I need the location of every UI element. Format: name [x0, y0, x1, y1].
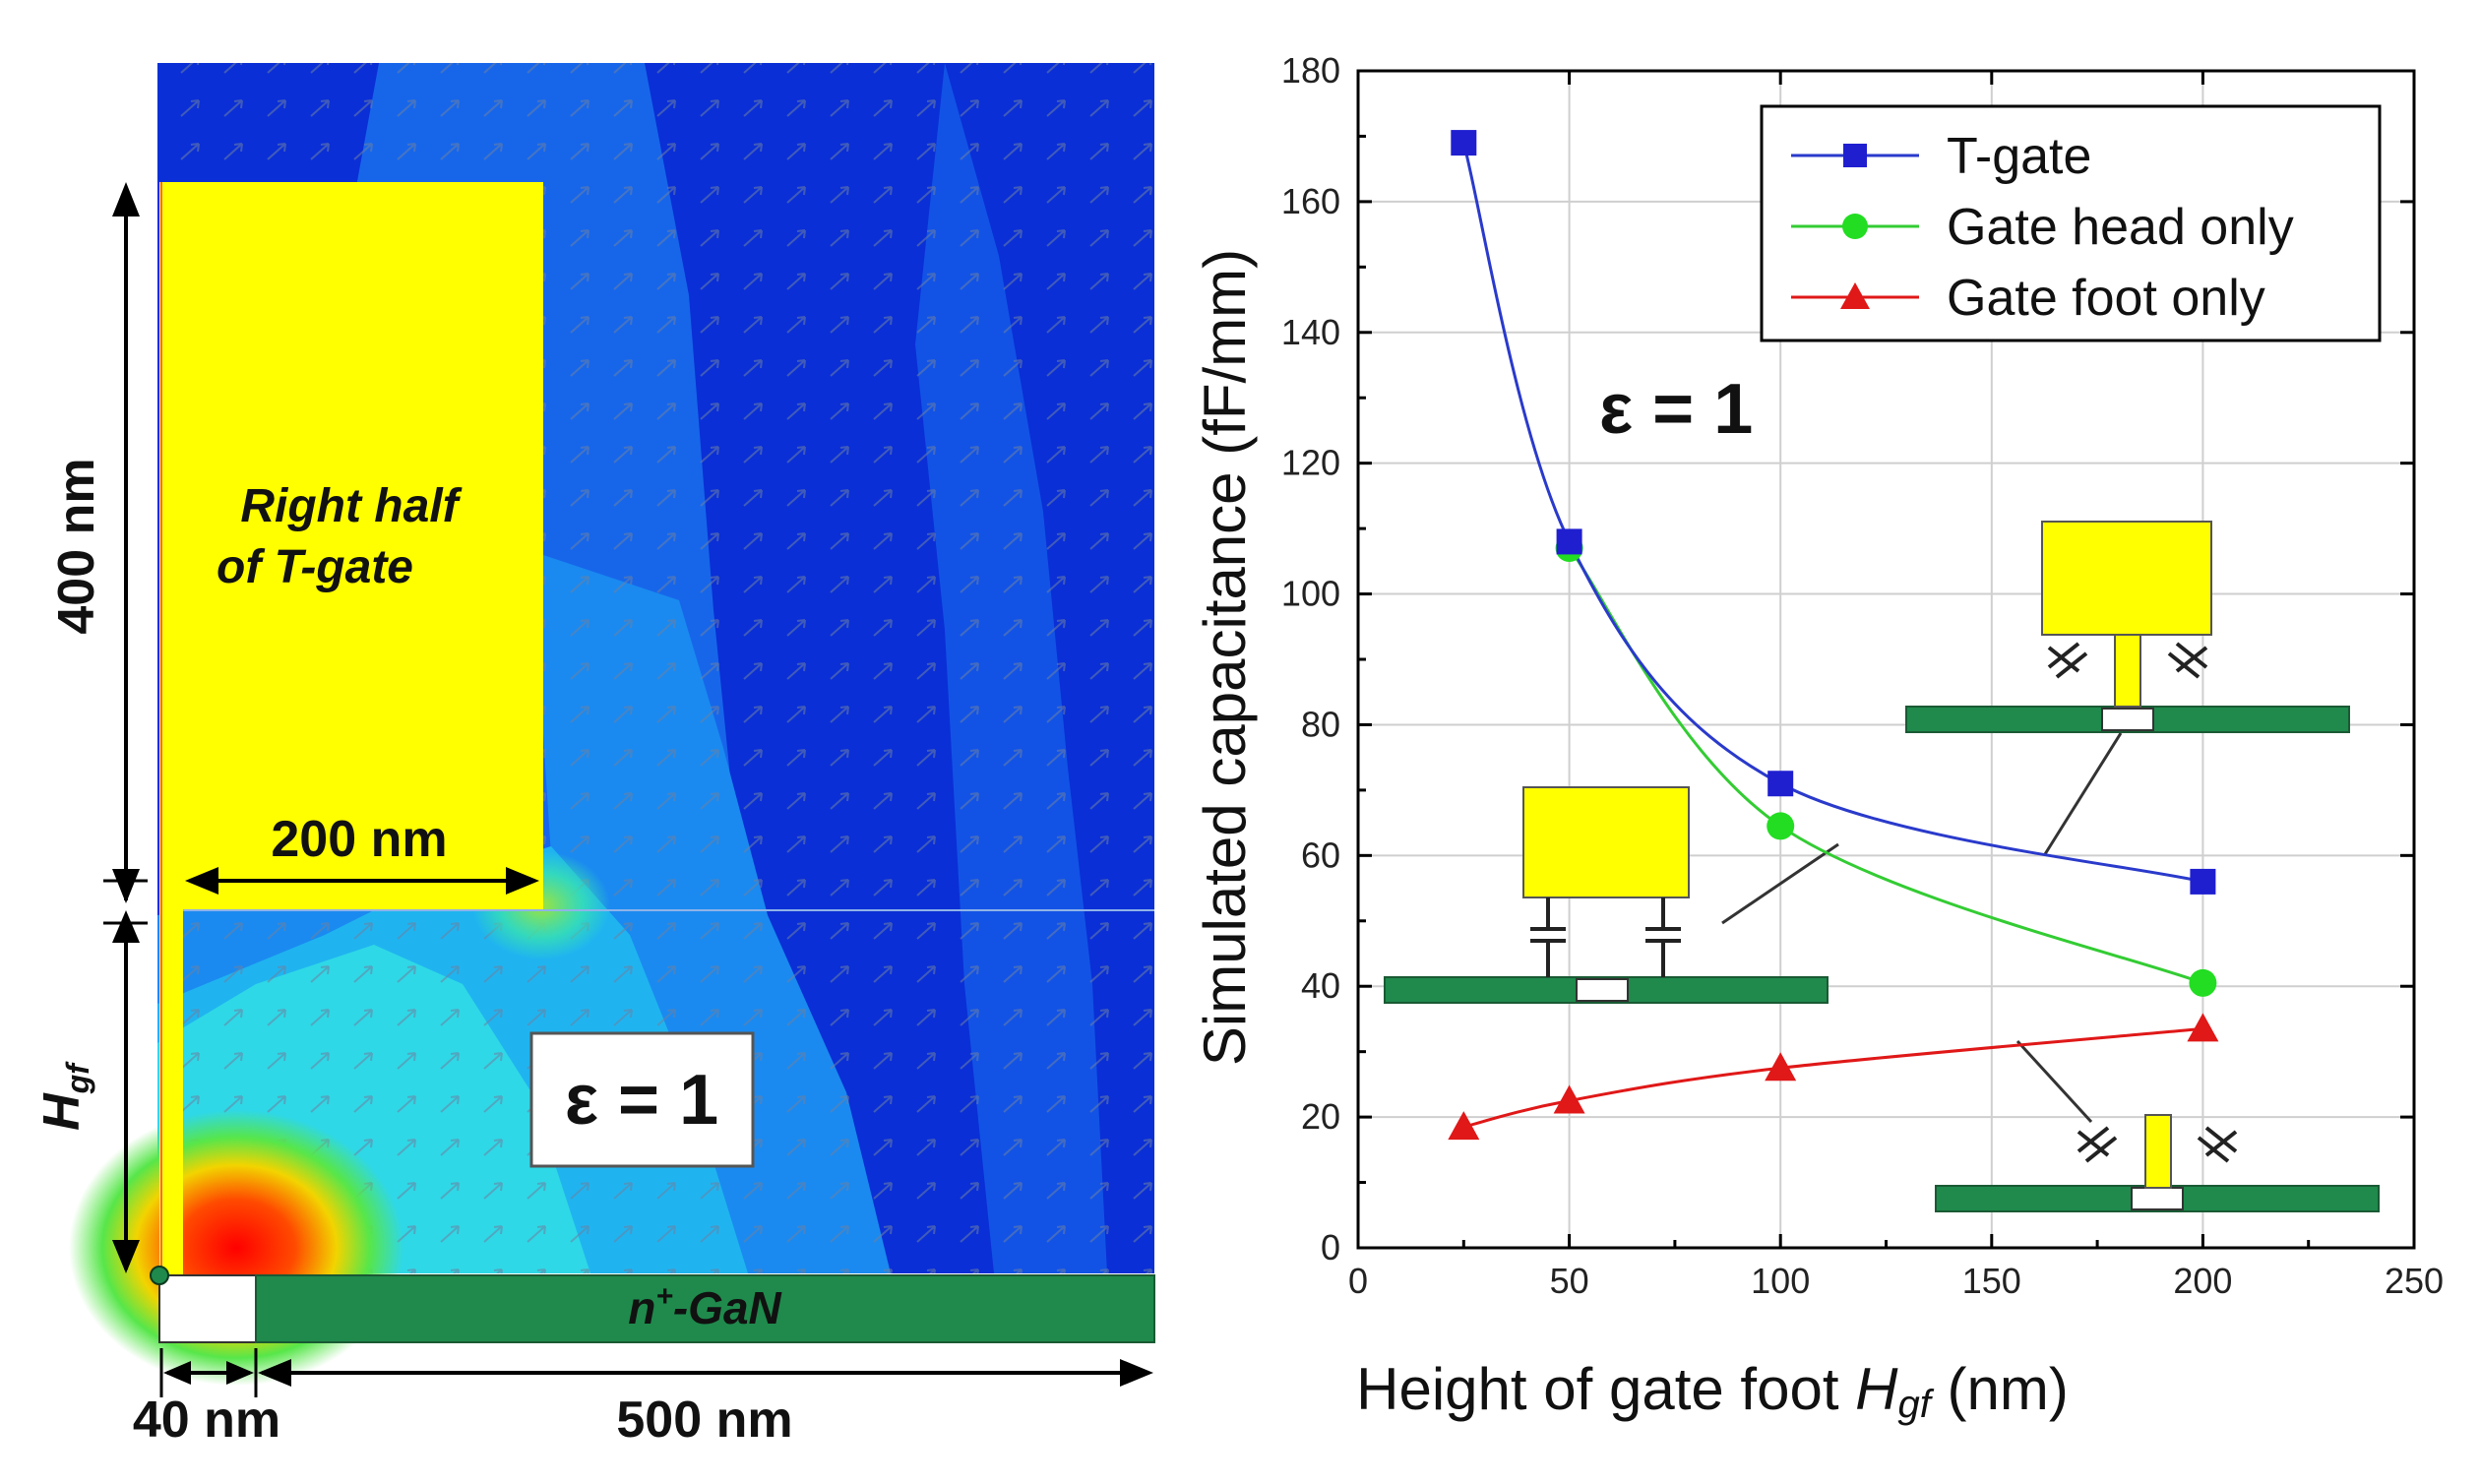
dim-400-arrow-bottom: [112, 869, 140, 903]
data-point-square: [1767, 771, 1794, 797]
dim-40-arrow-left: [163, 1361, 191, 1385]
data-point-circle: [1767, 812, 1795, 840]
t-gate-head: [159, 182, 543, 910]
gate-label-line2: of T-gate: [217, 541, 413, 593]
x-tick-label: 100: [1751, 1261, 1810, 1301]
data-point-square: [1451, 130, 1477, 156]
chart-insets: [1384, 521, 2380, 1212]
gate-contact-window: [158, 1274, 257, 1343]
y-tick-label: 40: [1301, 965, 1340, 1006]
dim-hgf-arrow-top: [112, 910, 140, 943]
chart-annotation-epsilon: ε = 1: [1599, 370, 1753, 449]
data-point-triangle: [1765, 1052, 1797, 1082]
series-line-triangle: [1462, 1026, 2203, 1129]
dim-40-arrow-right: [226, 1361, 254, 1385]
y-tick-label: 160: [1281, 181, 1340, 221]
dim-400-label: 400 nm: [48, 458, 105, 634]
dim-500-arrow-left: [258, 1359, 291, 1387]
data-point-square: [1556, 528, 1582, 555]
legend-swatch-marker: [1843, 144, 1867, 167]
y-tick-label: 140: [1281, 312, 1340, 352]
y-tick-label: 0: [1321, 1227, 1340, 1268]
y-tick-label: 60: [1301, 835, 1340, 875]
legend-label: Gate head only: [1947, 199, 2294, 256]
dim-400-arrow-top: [112, 182, 140, 216]
data-point-triangle: [2187, 1013, 2219, 1042]
dim-hgf-label: Hgf: [33, 1061, 95, 1131]
dim-200-label: 200 nm: [271, 811, 447, 868]
legend-swatch-marker: [1842, 214, 1868, 239]
chart-legend: T-gate Gate head only Gate foot only: [1760, 104, 2382, 342]
x-tick-label: 150: [1962, 1261, 2021, 1301]
y-tick-label: 80: [1301, 704, 1340, 744]
x-tick-label: 50: [1550, 1261, 1589, 1301]
x-axis-label: Height of gate foot Hgf (nm): [1356, 1356, 2069, 1426]
series-line-square: [1461, 142, 2203, 884]
dim-500-label: 500 nm: [616, 1391, 792, 1449]
data-point-circle: [2189, 968, 2217, 997]
y-tick-label: 180: [1281, 50, 1340, 91]
chart-axes: 0 50 100 150 200 250 0 20 40 60 80 100 120 140 160 180: [1281, 50, 2444, 1301]
substrate-label: n+-GaN: [628, 1280, 781, 1333]
legend-swatch-marker: [1840, 282, 1870, 309]
y-tick-label: 20: [1301, 1096, 1340, 1137]
y-axis-label: Simulated capacitance (fF/mm): [1192, 249, 1258, 1066]
legend-label: Gate foot only: [1947, 270, 2265, 327]
x-tick-label: 250: [2385, 1261, 2444, 1301]
inset-gate-head-only: [1384, 786, 1839, 1004]
chart-series: [1448, 130, 2219, 1141]
x-tick-label: 200: [2173, 1261, 2232, 1301]
substrate-ngan: [255, 1274, 1155, 1343]
y-tick-label: 120: [1281, 443, 1340, 483]
data-point-triangle: [1553, 1084, 1585, 1114]
x-tick-label: 0: [1348, 1261, 1368, 1301]
data-point-triangle: [1448, 1111, 1480, 1141]
gate-label-line1: Right half: [240, 480, 462, 532]
dim-200-arrow-left: [185, 867, 218, 895]
corner-node-icon: [150, 1266, 169, 1285]
field-simulation-panel: Right half of T-gate ε = 1 n+-GaN 400 nm…: [33, 63, 1155, 1449]
data-point-square: [2190, 868, 2216, 895]
dim-40-label: 40 nm: [133, 1391, 280, 1449]
legend-label: T-gate: [1947, 128, 2091, 185]
dim-500-arrow-right: [1120, 1359, 1153, 1387]
inset-gate-foot-only: [1935, 1039, 2380, 1212]
capacitance-chart: 0 50 100 150 200 250020406080100120140160180 …: [1192, 50, 2444, 1426]
inset-t-gate: [1905, 521, 2350, 855]
epsilon-label-left: ε = 1: [565, 1061, 718, 1140]
dim-200-arrow-right: [506, 867, 539, 895]
dim-hgf-arrow-bottom: [112, 1240, 140, 1273]
y-tick-label: 100: [1281, 574, 1340, 614]
t-gate-foot: [159, 910, 183, 1274]
epsilon-box: [529, 1031, 755, 1168]
